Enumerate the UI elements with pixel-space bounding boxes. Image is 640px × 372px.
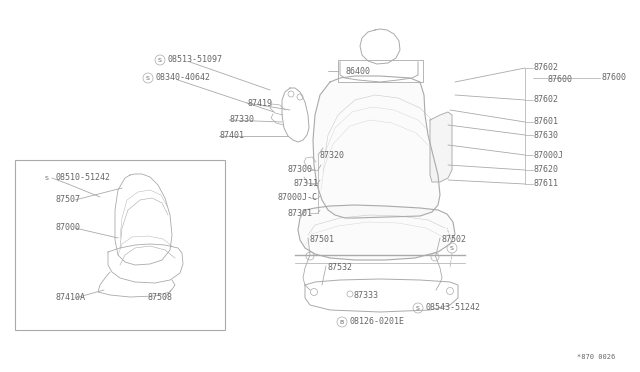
Text: 87508: 87508: [148, 294, 173, 302]
Text: S: S: [45, 176, 49, 180]
Text: 08126-0201E: 08126-0201E: [350, 317, 405, 327]
Text: 87507: 87507: [55, 196, 80, 205]
Text: 87600: 87600: [548, 76, 573, 84]
Bar: [15, 160, 225, 330]
Text: 87000: 87000: [55, 224, 80, 232]
Text: S: S: [416, 305, 420, 311]
Text: 08543-51242: 08543-51242: [425, 304, 480, 312]
Text: 87410A: 87410A: [55, 294, 85, 302]
Polygon shape: [298, 205, 455, 260]
Text: 87301: 87301: [288, 208, 313, 218]
Text: S: S: [158, 58, 162, 62]
Text: 87611: 87611: [533, 180, 558, 189]
Text: *870 0026: *870 0026: [577, 354, 615, 360]
Text: S: S: [146, 76, 150, 80]
Polygon shape: [430, 112, 452, 182]
Text: 87600: 87600: [602, 74, 627, 83]
Text: 87419: 87419: [248, 99, 273, 108]
Text: 87401: 87401: [220, 131, 245, 141]
Text: 87602: 87602: [533, 64, 558, 73]
Text: 87300: 87300: [288, 166, 313, 174]
Text: S: S: [450, 246, 454, 250]
Text: 87320: 87320: [320, 151, 345, 160]
Text: 87501: 87501: [310, 235, 335, 244]
Text: 08510-51242: 08510-51242: [55, 173, 110, 183]
Bar: [338, 60, 423, 82]
Text: 87330: 87330: [230, 115, 255, 125]
Text: 87502: 87502: [442, 235, 467, 244]
Text: 87000J: 87000J: [533, 151, 563, 160]
Polygon shape: [313, 76, 440, 218]
Text: 08513-51097: 08513-51097: [167, 55, 222, 64]
Text: 87000J-C: 87000J-C: [278, 193, 318, 202]
Text: 87532: 87532: [328, 263, 353, 273]
Text: 86400: 86400: [345, 67, 370, 77]
Text: 87311: 87311: [293, 179, 318, 187]
Text: 87601: 87601: [533, 118, 558, 126]
Text: 87620: 87620: [533, 166, 558, 174]
Text: 87602: 87602: [533, 96, 558, 105]
Text: 87333: 87333: [353, 291, 378, 299]
Text: 08340-40642: 08340-40642: [155, 74, 210, 83]
Text: 87630: 87630: [533, 131, 558, 140]
Text: B: B: [340, 320, 344, 324]
